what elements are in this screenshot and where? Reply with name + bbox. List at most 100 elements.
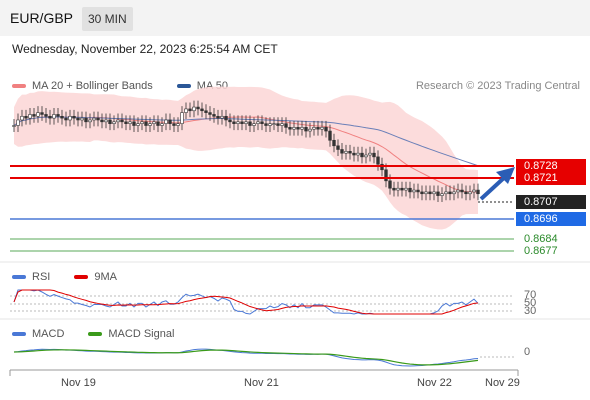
rsi-legend: RSI 9MA <box>12 271 117 283</box>
macd-legend-label: MACD <box>32 328 65 340</box>
candle <box>168 113 172 131</box>
candle <box>276 117 280 132</box>
candle <box>408 181 412 199</box>
candle <box>380 157 384 177</box>
candle <box>376 150 380 171</box>
candle <box>368 146 372 162</box>
instrument-title: EUR/GBP <box>10 10 74 26</box>
candle <box>172 117 176 132</box>
candle <box>212 107 216 123</box>
candle <box>392 181 396 197</box>
candle <box>132 115 136 132</box>
candle <box>56 107 60 123</box>
x-label-nov21: Nov 21 <box>244 377 279 389</box>
bollinger-band <box>14 86 478 230</box>
candle <box>76 111 80 127</box>
candle <box>440 187 444 203</box>
candle <box>412 183 416 199</box>
candle <box>400 181 404 197</box>
candle <box>476 183 480 201</box>
rsi-level-label-30: 30 <box>524 305 537 317</box>
candle <box>364 148 368 164</box>
candle <box>208 106 212 121</box>
candle <box>324 120 328 138</box>
candle <box>204 104 208 120</box>
candle <box>248 115 252 132</box>
x-label-nov19: Nov 19 <box>61 377 96 389</box>
candle <box>444 185 448 201</box>
candle <box>84 111 88 129</box>
candle <box>424 185 428 201</box>
candle <box>260 115 264 131</box>
candle <box>232 115 236 131</box>
macd-signal-line <box>13 349 479 366</box>
candle <box>220 109 224 125</box>
level-tag-pivot: 0.8696 <box>516 212 586 226</box>
candle <box>452 185 456 201</box>
candle <box>244 115 248 131</box>
candle <box>160 117 164 132</box>
candle <box>384 163 388 188</box>
level-tag-r2: 0.8728 <box>516 159 586 173</box>
macd-line <box>13 348 479 367</box>
candle <box>92 111 96 127</box>
candle <box>68 109 72 127</box>
timeframe-button[interactable]: 30 MIN <box>82 7 133 31</box>
candle <box>432 185 436 201</box>
candle <box>464 185 468 201</box>
candle <box>32 107 36 123</box>
candle <box>272 117 276 131</box>
candle <box>20 109 24 127</box>
candle <box>460 183 464 199</box>
candle <box>128 115 132 131</box>
candle <box>252 117 256 132</box>
candle <box>40 106 44 121</box>
candle <box>52 107 56 125</box>
candle <box>96 111 100 127</box>
candle <box>472 183 476 199</box>
candle <box>88 113 92 129</box>
rsi-level-label-50: 50 <box>524 297 537 309</box>
candle <box>120 113 124 129</box>
candle <box>24 109 28 125</box>
candle <box>144 115 148 132</box>
candle <box>164 113 168 131</box>
candles <box>12 100 480 203</box>
candle <box>104 113 108 129</box>
candle <box>176 117 180 132</box>
macd-swatch <box>12 332 26 336</box>
candle <box>64 111 68 127</box>
projection-arrow-head <box>496 167 515 184</box>
candle <box>140 115 144 131</box>
rsi-ma-swatch <box>74 275 89 279</box>
candle <box>268 117 272 132</box>
candle <box>300 120 304 136</box>
candle <box>80 111 84 127</box>
candle <box>296 120 300 136</box>
candle <box>136 117 140 132</box>
candle <box>284 117 288 134</box>
macd-legend: MACD MACD Signal <box>12 328 174 340</box>
ma50-swatch <box>176 84 191 88</box>
macd-signal-legend-label: MACD Signal <box>108 328 175 340</box>
current-price-tag: 0.8707 <box>516 195 586 209</box>
candle <box>348 144 352 160</box>
projection-arrow-shaft <box>479 174 508 201</box>
candle <box>224 109 228 127</box>
candle <box>228 113 232 129</box>
rsi-swatch <box>12 275 26 279</box>
candle <box>184 102 188 120</box>
rsi-ma-legend-label: 9MA <box>94 271 117 283</box>
candle <box>328 124 332 147</box>
candle <box>280 117 284 132</box>
bollinger-band-area <box>14 86 478 230</box>
candle <box>396 181 400 197</box>
candle <box>416 183 420 199</box>
candle <box>188 102 192 118</box>
bb-swatch <box>12 84 26 88</box>
candle <box>456 183 460 199</box>
candle <box>156 115 160 132</box>
candle <box>124 115 128 131</box>
candle <box>60 109 64 125</box>
candle <box>264 117 268 132</box>
